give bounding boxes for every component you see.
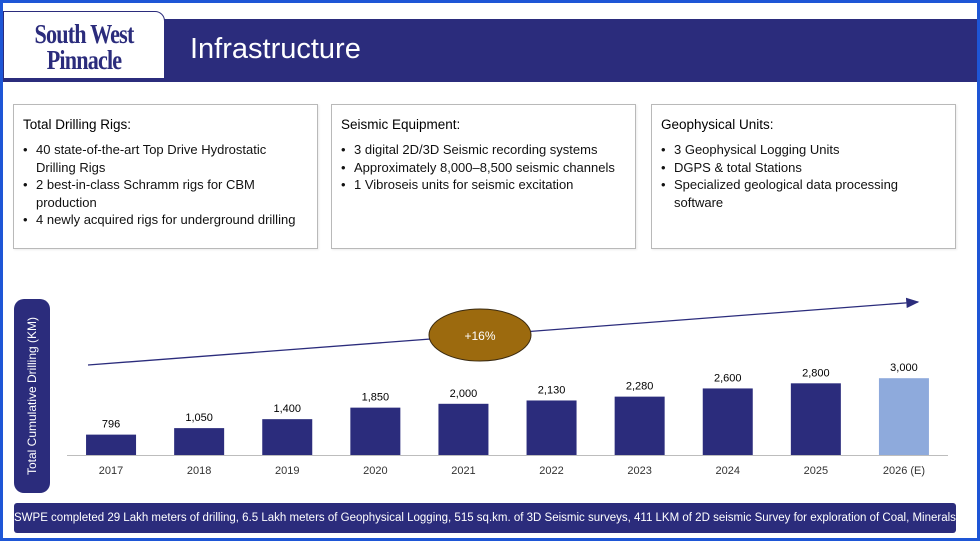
data-label: 1,050 [185,412,213,424]
bar-2025 [790,383,841,455]
data-label: 2,800 [802,367,830,379]
x-tick-label: 2020 [363,465,387,477]
bar-2017 [86,434,137,455]
card-list: 3 digital 2D/3D Seismic recording system… [341,141,627,194]
bar-2019 [262,419,313,455]
x-tick-label: 2017 [99,465,123,477]
header-bar: Infrastructure [3,19,977,82]
list-item: 3 digital 2D/3D Seismic recording system… [341,141,627,159]
list-item: 40 state-of-the-art Top Drive Hydrostati… [23,141,309,176]
card-title: Seismic Equipment: [341,117,461,132]
x-tick-label: 2021 [451,465,475,477]
data-label: 796 [102,419,120,431]
data-label: 2,600 [714,372,742,384]
growth-annotation-ellipse [428,308,532,362]
card-list: 3 Geophysical Logging Units DGPS & total… [661,141,947,211]
list-item: Specialized geological data processing s… [661,176,947,211]
data-label: 3,000 [890,362,918,374]
list-item: DGPS & total Stations [661,159,947,177]
footer-banner: SWPE completed 29 Lakh meters of drillin… [14,503,956,533]
logo-line-1: South West [34,19,134,49]
page-title: Infrastructure [190,33,361,65]
company-logo: South West Pinnacle [3,11,165,79]
x-tick-label: 2023 [627,465,651,477]
y-axis-label-box: Total Cumulative Drilling (KM) [14,299,50,493]
bar-2023 [614,396,665,455]
list-item: 4 newly acquired rigs for underground dr… [23,211,309,229]
data-label: 1,850 [362,392,390,404]
bar-2022 [526,400,577,455]
footer-text: SWPE completed 29 Lakh meters of drillin… [14,512,956,524]
bar-2026E [878,378,929,455]
card-drilling-rigs: Total Drilling Rigs: 40 state-of-the-art… [13,104,318,249]
card-list: 40 state-of-the-art Top Drive Hydrostati… [23,141,309,229]
card-geophysical-units: Geophysical Units: 3 Geophysical Logging… [651,104,956,249]
x-tick-label: 2022 [539,465,563,477]
data-label: 1,400 [273,403,301,415]
x-tick-label: 2026 (E) [883,465,925,477]
bar-2021 [438,403,489,455]
bar-2024 [702,388,753,455]
bar-2020 [350,407,401,455]
x-tick-label: 2019 [275,465,299,477]
bar-2018 [174,428,225,455]
card-title: Total Drilling Rigs: [23,117,132,132]
x-tick-label: 2025 [804,465,828,477]
list-item: 2 best-in-class Schramm rigs for CBM pro… [23,176,309,211]
data-label: 2,000 [450,388,478,400]
logo-line-2: Pinnacle [46,45,122,75]
x-tick-label: 2018 [187,465,211,477]
list-item: Approximately 8,000–8,500 seismic channe… [341,159,627,177]
card-title: Geophysical Units: [661,117,774,132]
card-seismic-equipment: Seismic Equipment: 3 digital 2D/3D Seism… [331,104,636,249]
data-label: 2,280 [626,381,654,393]
x-tick-label: 2024 [716,465,740,477]
list-item: 3 Geophysical Logging Units [661,141,947,159]
growth-annotation-label: +16% [464,329,495,343]
data-label: 2,130 [538,384,566,396]
list-item: 1 Vibroseis units for seismic excitation [341,176,627,194]
